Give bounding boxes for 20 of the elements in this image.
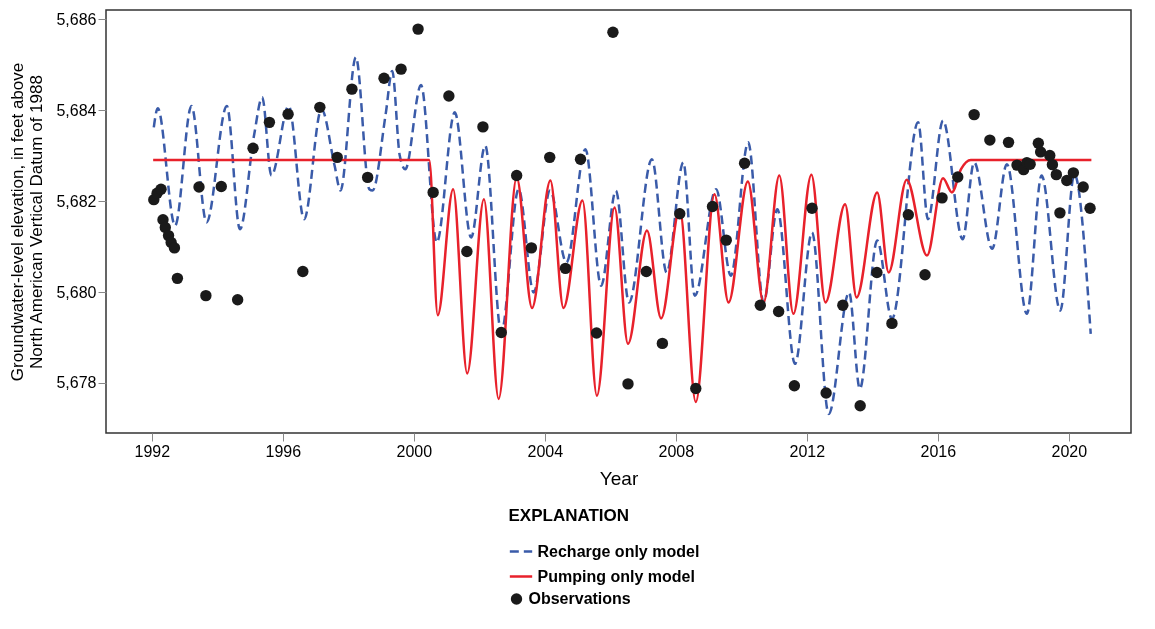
y-tick-label: 5,678 — [56, 374, 97, 392]
y-tick-label: 5,684 — [56, 101, 97, 119]
x-tick-label: 2016 — [920, 442, 957, 460]
x-tick-label: 2020 — [1051, 442, 1088, 460]
legend-label: Recharge only model — [537, 542, 700, 560]
line-series — [151, 158, 1093, 404]
y-tick-label: 5,680 — [56, 283, 97, 301]
y-axis-title: Groundwater-level elevation, in feet above North American Vertical Datum of 1988 — [8, 62, 47, 382]
legend-title: EXPLANATION — [508, 506, 630, 525]
x-tick-label: 1992 — [134, 442, 171, 460]
x-tick-label: 1996 — [265, 442, 302, 460]
x-tick-label: 2004 — [527, 442, 564, 460]
x-axis-title: Year — [599, 467, 639, 489]
legend-label: Observations — [528, 590, 631, 607]
x-tick-label: 2000 — [396, 442, 433, 460]
y-tick-label: 5,686 — [56, 10, 97, 28]
x-tick-label: 2008 — [658, 442, 695, 460]
y-tick-label: 5,682 — [56, 192, 97, 210]
x-tick-label: 2012 — [789, 442, 826, 460]
legend-label: Pumping only model — [537, 567, 695, 585]
